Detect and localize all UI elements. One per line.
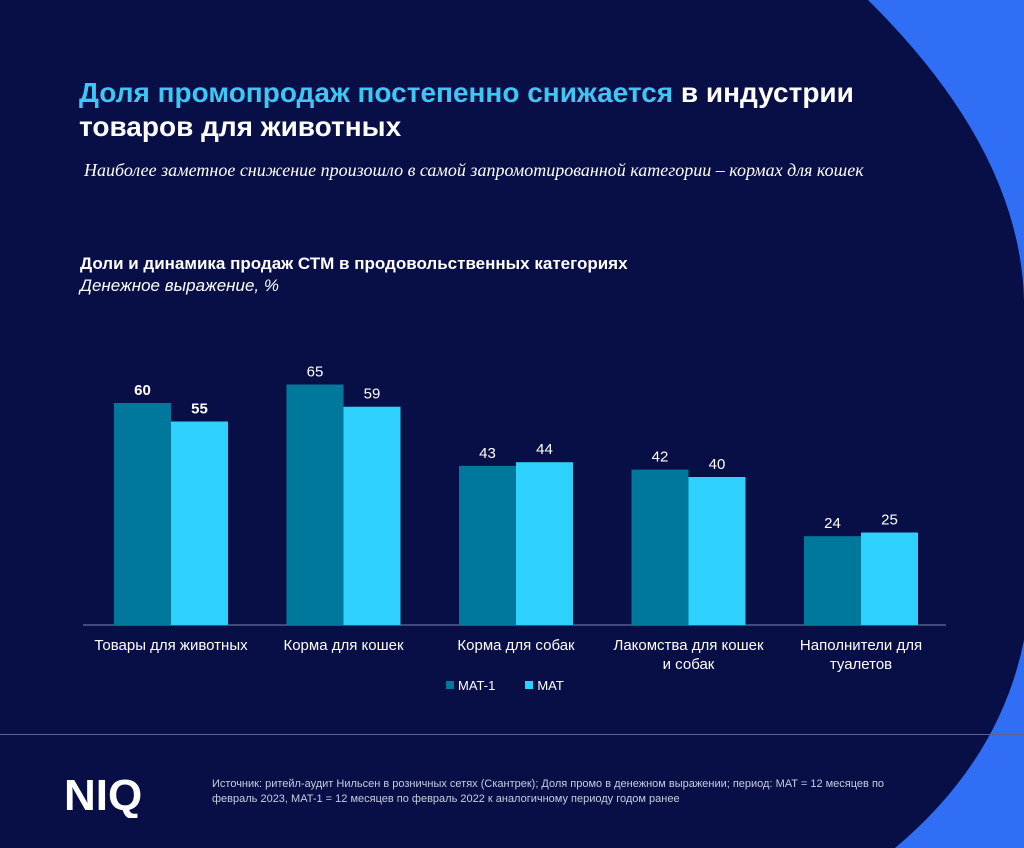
data-label-mat1-0: 60 — [134, 382, 151, 399]
category-label-1-0: Корма для кошек — [283, 637, 403, 654]
bar-mat-0 — [171, 421, 228, 625]
legend-swatch-mat — [525, 681, 534, 689]
bar-mat1-2 — [459, 465, 516, 625]
legend-swatch-mat1 — [446, 681, 454, 689]
chart-subtitle: Денежное выражение, % — [80, 276, 279, 295]
category-label-3-1: и собак — [663, 656, 715, 673]
page-title-rest: в индустрии товаров для животных — [79, 77, 854, 142]
data-label-mat-2: 44 — [536, 441, 553, 458]
page-subtitle: Наиболее заметное снижение произошло в с… — [84, 160, 864, 180]
bar-mat-2 — [516, 462, 573, 625]
footer-divider — [0, 734, 1024, 735]
bar-mat1-1 — [286, 384, 344, 625]
legend-item-mat1: MAT-1 — [446, 678, 495, 693]
bar-mat1-0 — [114, 403, 171, 625]
bar-mat1-3 — [631, 469, 689, 625]
source-note: Источник: ритейл-аудит Нильсен в розничн… — [212, 778, 885, 805]
category-label-3-0: Лакомства для кошек — [613, 637, 763, 654]
chart-legend: MAT-1 MAT — [446, 676, 594, 694]
data-label-mat1-3: 42 — [652, 449, 669, 466]
data-label-mat1-4: 24 — [824, 515, 841, 532]
legend-label-mat: MAT — [537, 677, 564, 693]
data-label-mat1-2: 43 — [479, 445, 496, 462]
bar-mat-1 — [343, 406, 401, 625]
data-label-mat-4: 25 — [881, 512, 898, 529]
data-label-mat1-1: 65 — [307, 364, 324, 381]
bar-mat1-4 — [804, 536, 861, 625]
page-title-highlight: Доля промопродаж постепенно снижается — [79, 77, 674, 108]
category-label-2-0: Корма для собак — [457, 637, 575, 654]
category-label-4-1: туалетов — [830, 656, 892, 673]
niq-logo-text: NIQ — [64, 772, 142, 818]
niq-logo: NIQ — [64, 772, 142, 818]
data-label-mat-1: 59 — [364, 386, 381, 403]
data-label-mat-0: 55 — [191, 401, 208, 418]
bar-mat-3 — [688, 477, 746, 625]
category-label-0-0: Товары для животных — [94, 637, 248, 654]
legend-label-mat1: MAT-1 — [458, 677, 496, 693]
legend-item-mat: MAT — [525, 677, 564, 693]
chart-title: Доли и динамика продаж СТМ в продовольст… — [80, 254, 628, 273]
page-title: Доля промопродаж постепенно снижается в … — [79, 76, 899, 144]
category-label-4-0: Наполнители для — [800, 637, 922, 654]
data-label-mat-3: 40 — [709, 456, 726, 473]
bar-mat-4 — [861, 532, 918, 625]
